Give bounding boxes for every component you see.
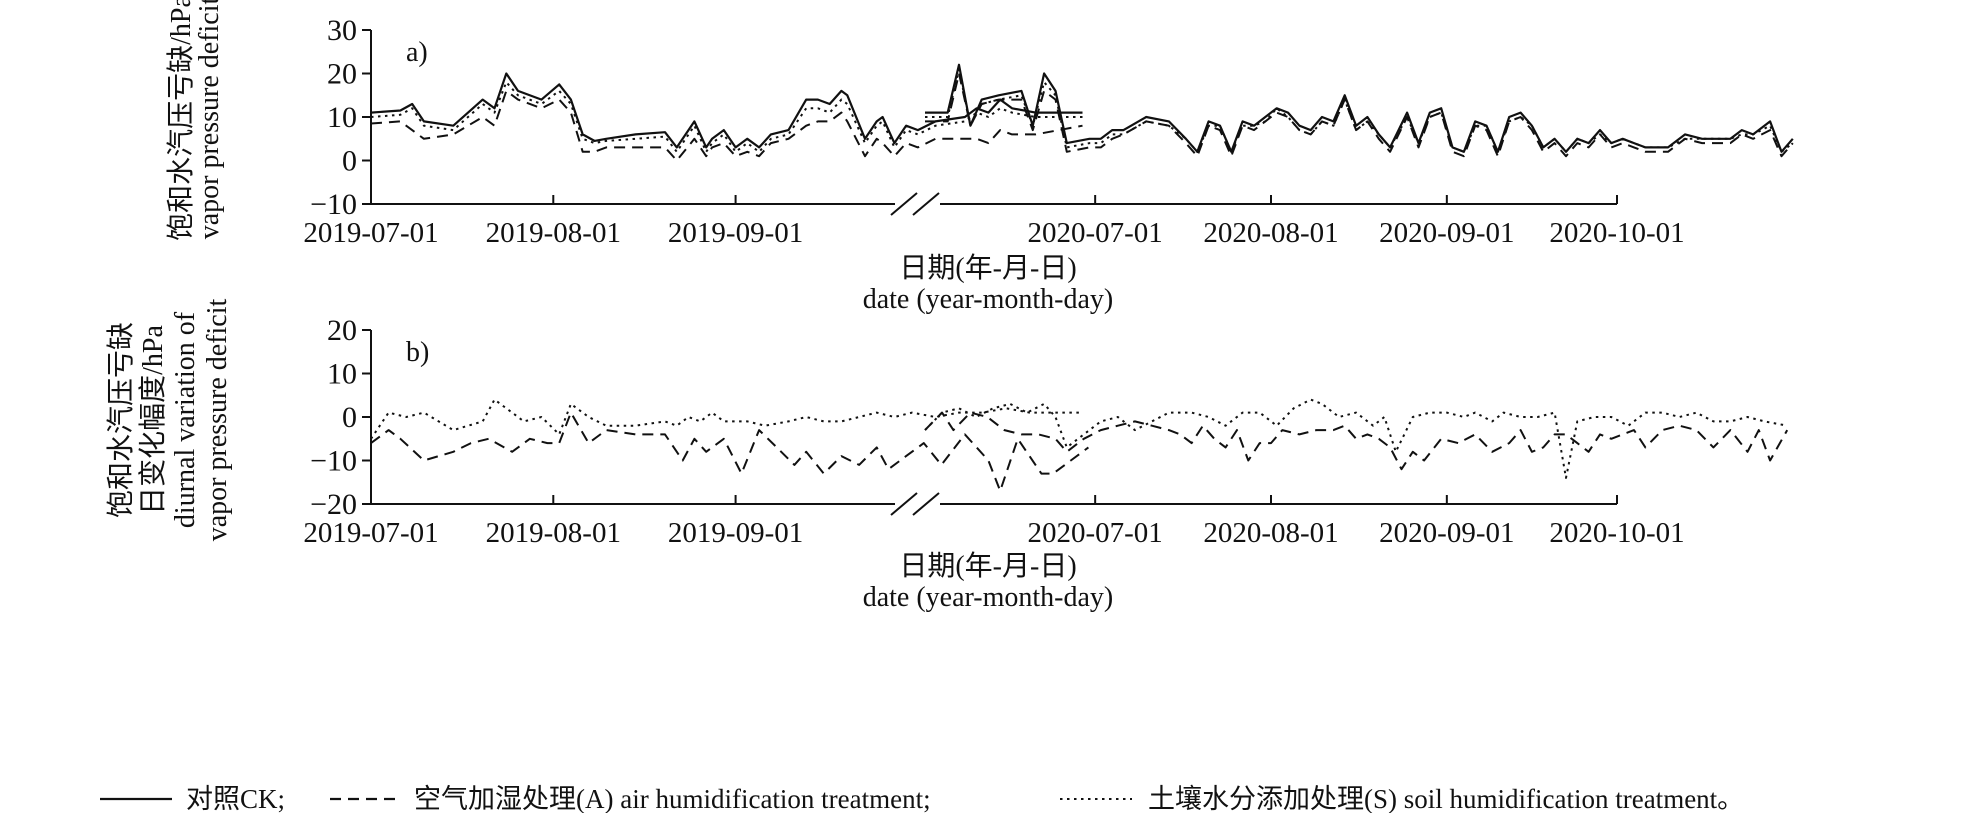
y-tick-label: 10 [327,101,357,134]
y-tick-label: 20 [327,314,357,347]
y-tick-label: −20 [310,488,357,521]
y-axis-label: 饱和水汽压亏缺/hPa [165,0,197,241]
x-axis-label: 日期(年-月-日) [899,550,1076,582]
y-axis-label: diurnal variation of [170,311,201,528]
x-tick-label: 2020-09-01 [1379,517,1514,549]
series-line-a [924,411,1789,471]
y-axis-label: 饱和水汽压亏缺 [105,322,137,518]
panel-a: −10 0 10 20 30 2019-07-01 2019-08-01 2019-09-01… [165,0,1794,315]
x-tick-label: 2019-07-01 [303,517,438,549]
x-axis-label: date (year-month-day) [863,582,1114,613]
series-line-s [925,68,1794,153]
panel-b: −20 −10 0 10 20 2019-07-01 2019-08-01 2019-09-0… [105,299,1789,613]
series-line-a [370,411,1089,492]
y-axis-label: 日变化幅度/hPa [137,325,169,515]
x-tick-label: 2019-09-01 [668,517,803,549]
axis-break-mark [912,492,940,516]
x-tick-label: 2019-08-01 [486,517,621,549]
legend-label-a: 空气加湿处理(A) air humidification treatment; [414,784,931,813]
y-tick-label: 10 [327,358,357,391]
y-tick-label: −10 [310,188,357,221]
x-tick-label: 2020-08-01 [1203,217,1338,249]
x-tick-label: 2020-08-01 [1203,517,1338,549]
series-line-ck [370,72,1083,149]
y-tick-label: 0 [342,145,357,178]
x-tick-label: 2019-09-01 [668,217,803,249]
y-tick-label: −10 [310,445,357,478]
y-tick-label: 30 [327,14,357,47]
series-line-s [370,398,1083,440]
axis-break-mark [890,492,918,516]
legend: 对照CK; 空气加湿处理(A) air humidification treat… [100,784,1744,813]
y-axis-label: vapor pressure deficit [202,299,233,542]
x-tick-label: 2020-10-01 [1549,217,1684,249]
legend-label-s: 土壤水分添加处理(S) soil humidification treatmen… [1148,784,1744,813]
y-axis-label: vapor pressure deficit [194,0,225,239]
panel-label: b) [406,337,429,368]
panel-label: a) [406,37,428,68]
x-tick-label: 2020-07-01 [1027,217,1162,249]
legend-label-ck: 对照CK; [186,784,285,813]
x-axis-label: date (year-month-day) [863,284,1114,315]
x-tick-label: 2020-10-01 [1549,517,1684,549]
x-tick-label: 2019-08-01 [486,217,621,249]
y-tick-label: 0 [342,401,357,434]
series-line-ck [925,63,1794,153]
x-tick-label: 2020-07-01 [1027,517,1162,549]
x-tick-label: 2020-09-01 [1379,217,1514,249]
y-tick-label: 20 [327,58,357,91]
axis-break-mark [890,192,918,216]
series-line-a [925,72,1794,158]
x-axis-label: 日期(年-月-日) [899,252,1076,284]
axis-break-mark [912,192,940,216]
x-tick-label: 2019-07-01 [303,217,438,249]
series-line-a [370,89,1083,162]
series-line-s [924,398,1788,479]
